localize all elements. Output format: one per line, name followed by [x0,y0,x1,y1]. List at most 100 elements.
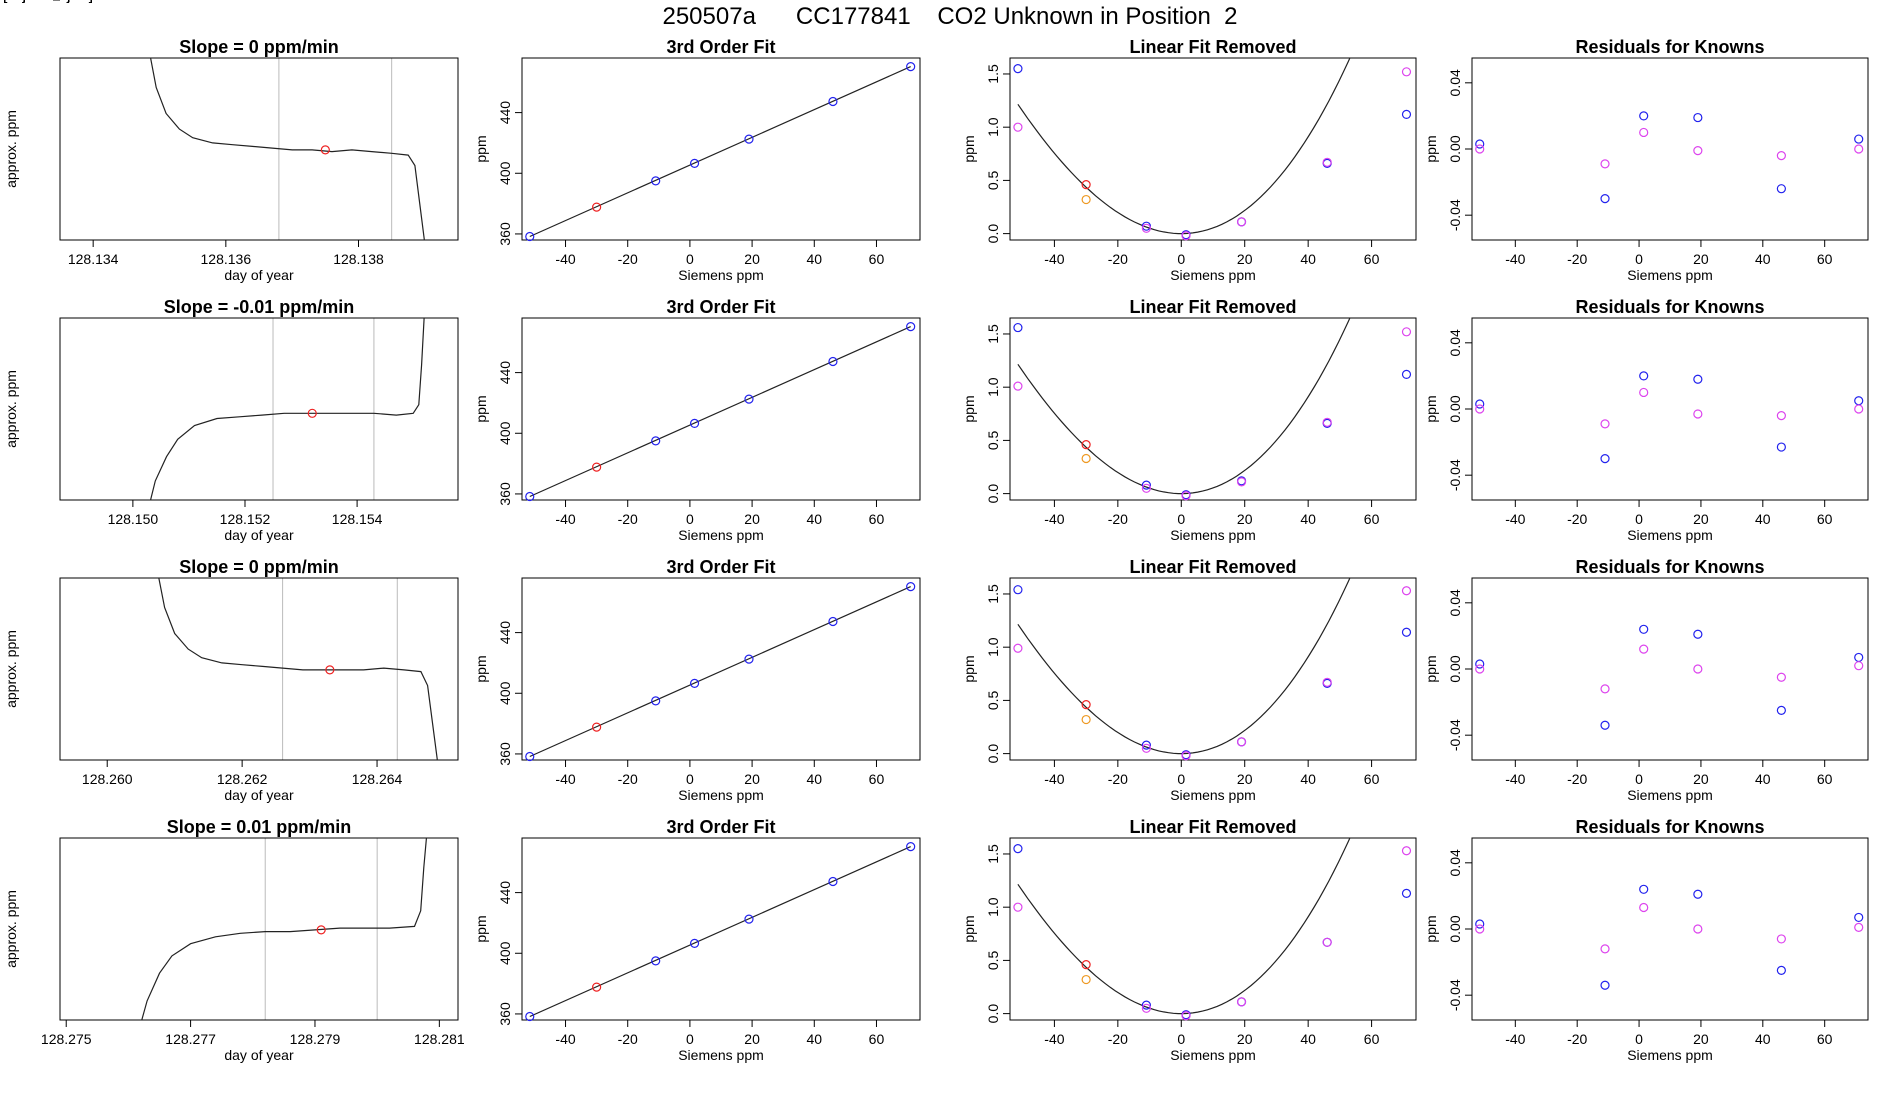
panel-2-3-point-7 [1693,664,1703,674]
panel-1-3-xtick-label-2: 0 [1635,511,1643,527]
panel-3-2-ytick-label-3: 1.5 [985,844,1001,864]
panel-0-3-point-3 [1600,159,1610,169]
panel-3-1-point-0 [525,1011,535,1022]
panel-2-1-xtick-label-4: 40 [806,771,822,787]
panel-0-1-ytick-label-0: 360 [497,222,513,246]
panel-3-2-point-9 [1236,997,1247,1007]
panel-0-3-ylabel: ppm [1423,135,1439,162]
panel-1-3-ylabel: ppm [1423,395,1439,422]
panel-2-0-ytick-label-0: [object Object] [3,0,93,3]
panel-1-3-point-3 [1600,419,1610,429]
panel-3-3-point-3 [1600,944,1610,954]
panel-3-1-xtick-label-5: 60 [869,1031,885,1047]
panel-3-3-point-1 [1475,924,1485,934]
panel-1-3-point-8 [1776,442,1786,452]
panel-2-1-point-3 [689,678,700,689]
panel-2-1-xtick-label-5: 60 [869,771,885,787]
panel-0-3-point-5 [1639,127,1649,138]
panel-3-1-xtick-label-0: -40 [555,1031,575,1047]
panel-0-2-xlabel: Siemens ppm [1170,267,1256,283]
panel-2-3-xtick-label-3: 20 [1693,771,1709,787]
panel-2-0-mean-marker [325,665,335,675]
panel-0-3-xtick-label-3: 20 [1693,251,1709,267]
panel-3-3-frame [1471,837,1869,1021]
panel-0-2-title: Linear Fit Removed [1129,37,1296,57]
panel-0-3-point-2 [1600,194,1610,204]
panel-1-2-xtick-label-3: 20 [1237,511,1253,527]
panel-0-1-xtick-label-5: 60 [869,251,885,267]
panel-3-2-point-1 [1013,902,1023,912]
panel-1-1-xlabel: Siemens ppm [678,527,764,543]
panel-1-0-xtick-label-1: 128.152 [220,511,271,527]
panel-2-3-point-2 [1600,720,1610,730]
panel-3-3-title: Residuals for Knowns [1575,817,1764,837]
panel-1-3-xtick-label-1: -20 [1567,511,1587,527]
panel-2-3-point-9 [1776,672,1786,682]
panel-1-2-frame [1009,317,1417,501]
panel-2-2-point-13 [1401,586,1412,596]
panel-1-2-point-11 [1322,417,1332,427]
panel-0-3-point-1 [1475,144,1485,154]
panel-1-2-point-3 [1081,453,1091,464]
panel-0-3-ytick-label-0: -0.04 [1447,199,1463,231]
panel-1-1-point-3 [689,418,700,429]
panel-3-2-xtick-label-5: 60 [1364,1031,1380,1047]
panel-3-1-point-4 [744,914,754,924]
panel-3-2-point-13 [1401,846,1412,856]
panel-3-3-xtick-label-5: 60 [1817,1031,1833,1047]
panel-1-1-point-1 [592,462,602,472]
panel-2-1-point-6 [906,582,916,592]
panel-0-1-xtick-label-2: 0 [686,251,694,267]
panel-2-1-point-1 [592,722,602,732]
panel-0-0-ytick-label-2: [object Object] [3,0,93,3]
panel-0-3-xlabel: Siemens ppm [1627,267,1713,283]
panel-2-1-xtick-label-0: -40 [555,771,575,787]
panel-0-2-fit-curve [1017,58,1351,235]
panel-1-3-point-10 [1854,396,1864,406]
panel-2-2-point-3 [1081,714,1091,725]
panel-2-3-point-3 [1600,684,1610,694]
panel-1-3-xtick-label-4: 40 [1755,511,1771,527]
panel-0-3-frame [1471,57,1869,241]
panel-2-2-xtick-label-2: 0 [1177,771,1185,787]
panel-1-3-xlabel: Siemens ppm [1627,527,1713,543]
panel-1-0-frame [59,317,459,501]
panel-1-0-xlabel: day of year [224,527,294,543]
panel-2-0-ylabel: approx. ppm [3,630,19,708]
panel-1-0-mean-marker [307,408,317,418]
panel-1-1-xtick-label-1: -20 [618,511,638,527]
panel-1-2-xtick-label-4: 40 [1300,511,1316,527]
panel-2-3-xtick-label-1: -20 [1567,771,1587,787]
panel-3-2-point-11 [1322,937,1332,947]
panel-3-0-frame [59,837,459,1021]
panel-1-2-point-1 [1013,381,1023,391]
panel-3-1-point-6 [906,842,916,852]
panel-1-2-ytick-label-0: 0.0 [985,484,1001,504]
panel-3-3-point-2 [1600,980,1610,990]
panel-2-3-point-6 [1693,629,1703,639]
panel-3-2-point-12 [1401,888,1412,898]
panel-1-2-ytick-label-3: 1.5 [985,324,1001,344]
panel-3-1-point-1 [592,982,602,992]
panel-1-3-point-2 [1600,454,1610,464]
panel-0-2-point-13 [1401,67,1412,77]
panel-1-1-point-0 [525,491,535,502]
panel-3-1-title: 3rd Order Fit [666,817,775,837]
panel-3-1-xtick-label-1: -20 [618,1031,638,1047]
panel-1-2-ylabel: ppm [961,395,977,422]
panel-2-1-xtick-label-1: -20 [618,771,638,787]
panel-1-2-xtick-label-0: -40 [1044,511,1064,527]
panel-0-1-point-5 [828,96,838,107]
panel-2-1-xlabel: Siemens ppm [678,787,764,803]
panel-0-3-point-0 [1475,139,1485,149]
panel-2-3-xtick-label-5: 60 [1817,771,1833,787]
panel-0-2-ytick-label-2: 1.0 [985,117,1001,137]
panel-2-2-xtick-label-3: 20 [1237,771,1253,787]
panel-0-1-ytick-label-2: 440 [497,101,513,125]
panel-0-3-point-6 [1693,112,1703,123]
panel-2-3-point-5 [1639,644,1649,654]
panel-0-1-xtick-label-0: -40 [555,251,575,267]
panel-3-1-xlabel: Siemens ppm [678,1047,764,1063]
panel-0-3-point-10 [1854,134,1864,144]
panel-1-2-point-5 [1141,483,1151,493]
